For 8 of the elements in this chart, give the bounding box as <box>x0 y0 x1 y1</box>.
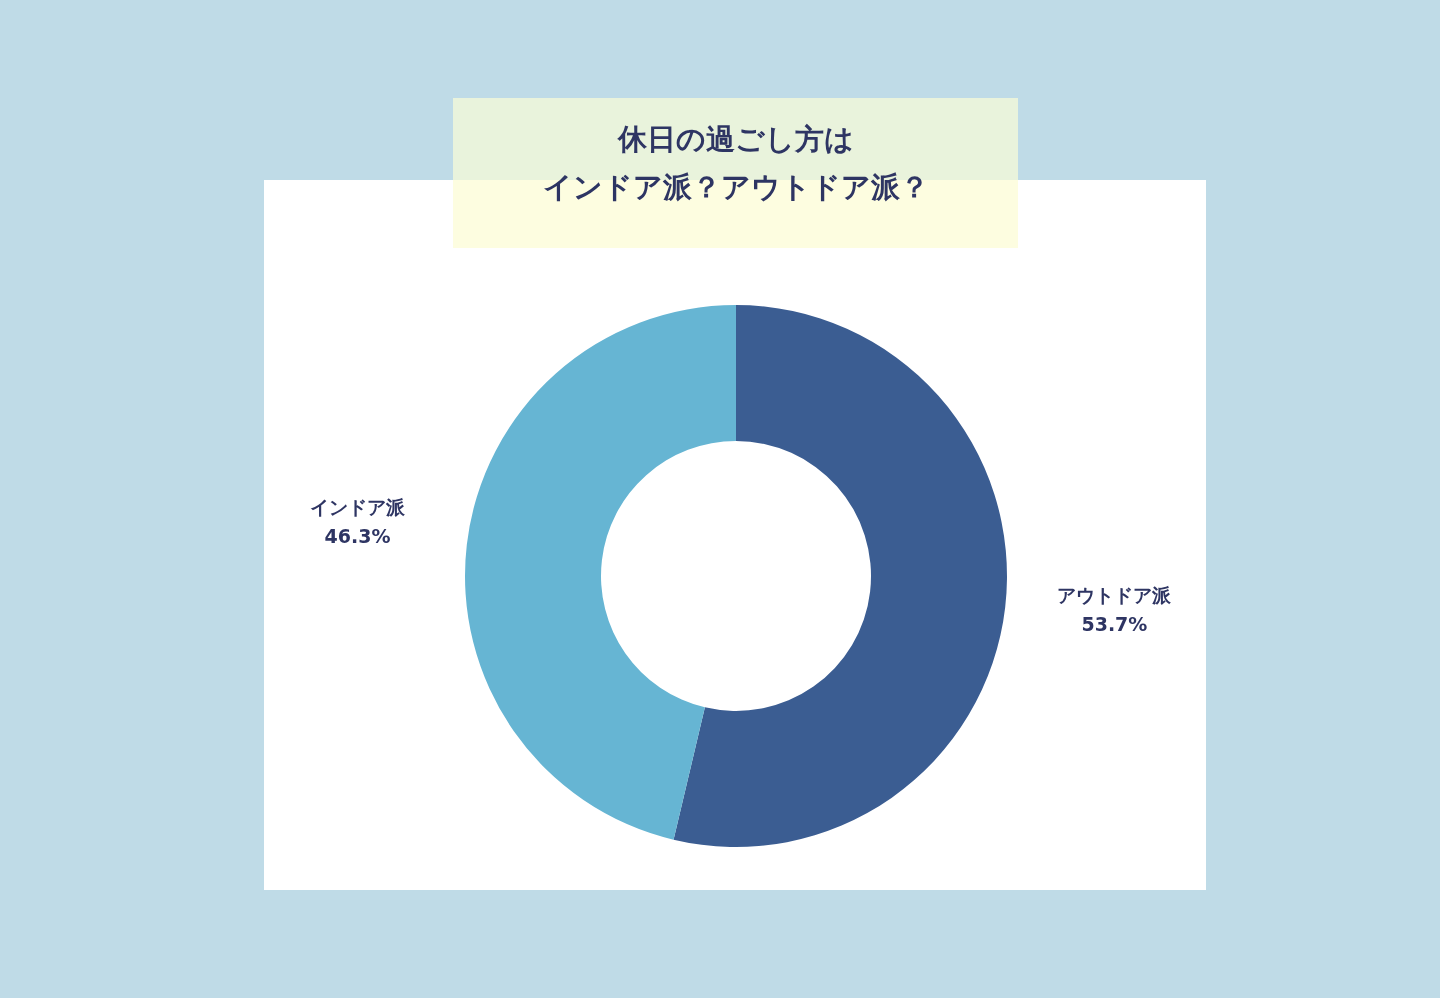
chart-title: 休日の過ごし方は <box>617 122 854 156</box>
donut-slice <box>465 305 736 840</box>
chart-subtitle: インドア派？アウトドア派？ <box>543 170 929 204</box>
data-label: 53.7% <box>1081 613 1148 636</box>
donut-slice <box>673 305 1007 847</box>
data-label: 46.3% <box>324 524 391 547</box>
slice-label: アウトドア派 <box>1057 584 1173 607</box>
slice-label: インドア派 <box>310 495 407 518</box>
